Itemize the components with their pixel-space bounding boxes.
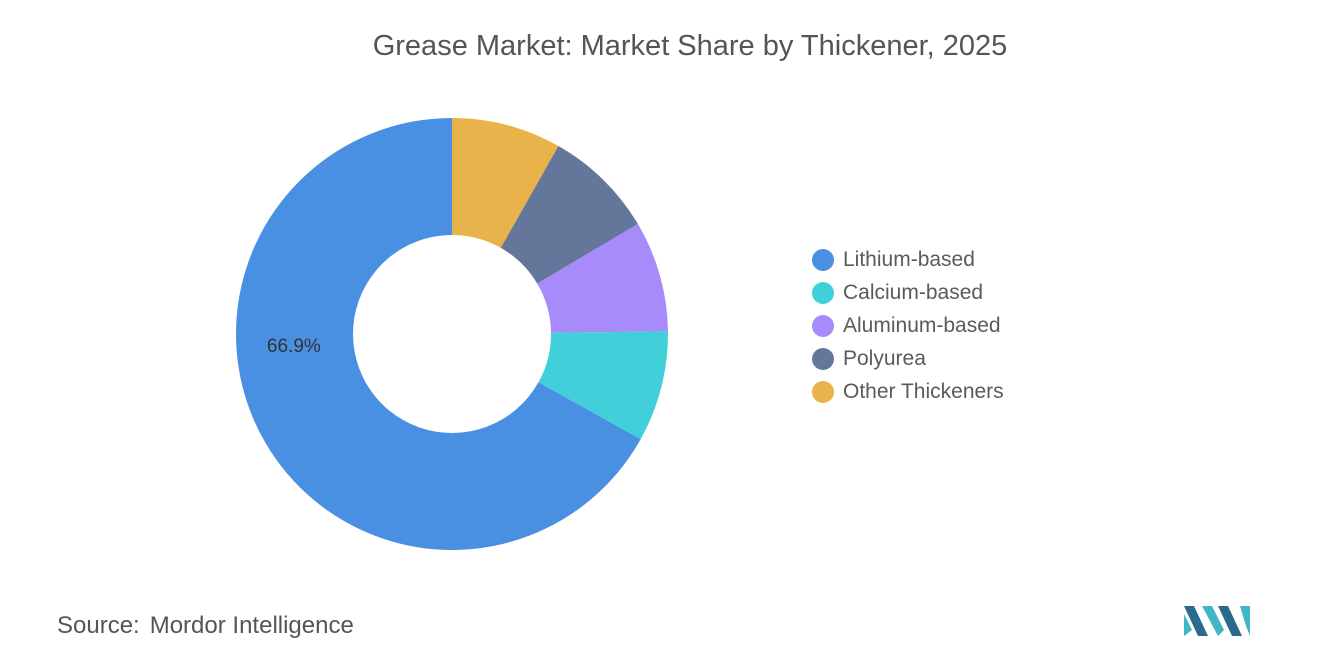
slice-other[interactable]: [452, 118, 559, 248]
legend: Lithium-based Calcium-based Aluminum-bas…: [812, 243, 1004, 408]
legend-label: Calcium-based: [843, 280, 984, 304]
legend-item-aluminum[interactable]: Aluminum-based: [812, 309, 1004, 342]
legend-item-other[interactable]: Other Thickeners: [812, 375, 1004, 408]
legend-label: Other Thickeners: [843, 379, 1004, 403]
data-label-lithium: 66.9%: [267, 336, 321, 357]
source-value: Mordor Intelligence: [149, 612, 354, 639]
slice-aluminum[interactable]: [537, 224, 668, 333]
legend-swatch-icon: [812, 380, 834, 403]
legend-label: Lithium-based: [843, 247, 975, 271]
slice-calcium[interactable]: [538, 331, 668, 440]
chart-title: Grease Market: Market Share by Thickener…: [372, 30, 1008, 62]
legend-swatch-icon: [812, 347, 834, 370]
source-note: Source: Mordor Intelligence: [57, 612, 354, 640]
legend-label: Aluminum-based: [843, 313, 1001, 337]
slice-polyurea[interactable]: [500, 146, 638, 284]
legend-item-polyurea[interactable]: Polyurea: [812, 342, 1004, 375]
source-label: Source:: [57, 612, 140, 639]
legend-swatch-icon: [812, 248, 834, 271]
legend-swatch-icon: [812, 281, 834, 304]
mordor-intelligence-logo-icon: [1184, 606, 1250, 636]
legend-label: Polyurea: [843, 346, 926, 370]
legend-item-lithium[interactable]: Lithium-based: [812, 243, 1004, 276]
legend-swatch-icon: [812, 314, 834, 337]
legend-item-calcium[interactable]: Calcium-based: [812, 276, 1004, 309]
slice-lithium[interactable]: [236, 118, 641, 550]
